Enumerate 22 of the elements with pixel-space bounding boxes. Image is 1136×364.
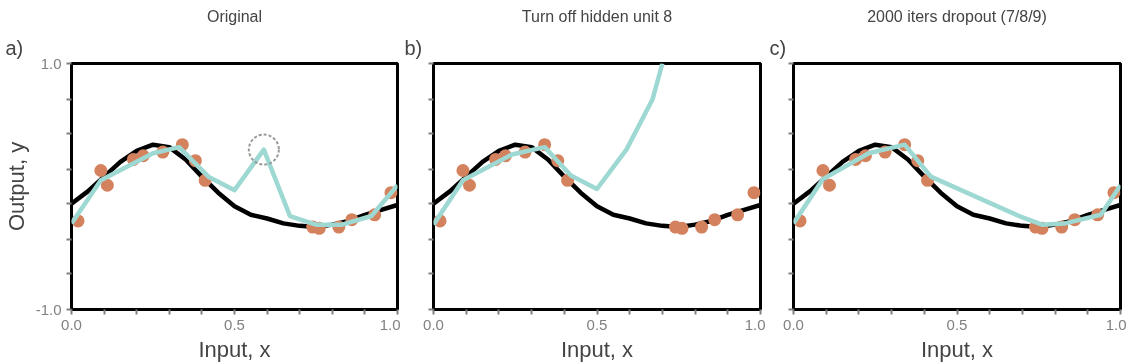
x-tick-label: 0.0 xyxy=(783,315,804,333)
text: b) xyxy=(404,36,423,59)
point xyxy=(822,178,836,192)
x-tick-label: 0.5 xyxy=(224,315,245,333)
chart-title: 2000 iters dropout (7/8/9) xyxy=(867,7,1047,25)
x-axis-title: Input, x xyxy=(198,336,271,362)
x-tick-label: 0.5 xyxy=(586,315,608,333)
x-tick-label: 1.0 xyxy=(744,315,766,333)
x-tick-label: 0.0 xyxy=(423,315,444,333)
chart-title: Original xyxy=(206,7,263,25)
y-axis-title: Output, y xyxy=(3,141,29,232)
point xyxy=(816,164,830,177)
x-tick-label: 1.0 xyxy=(1105,315,1127,333)
x-tick-label: 1.0 xyxy=(379,315,401,333)
chart-title: Turn off hidden unit 8 xyxy=(521,7,673,25)
x-axis-title: Input, x xyxy=(920,336,994,362)
text: a) xyxy=(5,36,24,59)
text: c) xyxy=(769,36,787,59)
x-tick-label: 0.5 xyxy=(946,315,968,333)
x-tick-label: 0.0 xyxy=(61,315,82,333)
y-tick-label: -1.0 xyxy=(35,300,62,318)
x-axis-title: Input, x xyxy=(560,336,634,362)
